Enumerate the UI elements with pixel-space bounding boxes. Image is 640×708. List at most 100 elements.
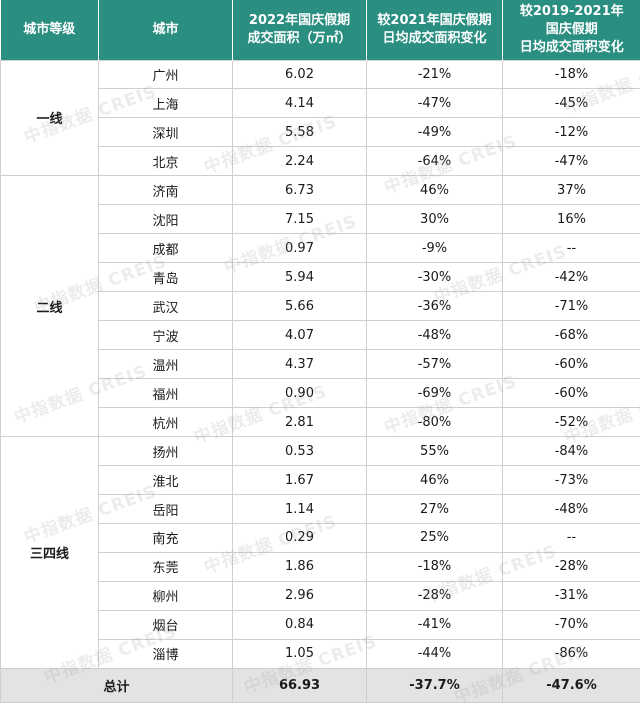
- change-2019-2021-cell: -18%: [503, 60, 640, 89]
- change-2019-2021-cell: -31%: [503, 581, 640, 610]
- area-cell: 5.66: [233, 292, 367, 321]
- tier-cell: 一线: [1, 60, 99, 176]
- area-cell: 0.53: [233, 437, 367, 466]
- city-cell: 青岛: [99, 263, 233, 292]
- header-vs-line2: 国庆假期: [505, 21, 639, 39]
- area-cell: 7.15: [233, 205, 367, 234]
- header-city: 城市: [99, 0, 233, 60]
- city-cell: 淄博: [99, 639, 233, 668]
- area-cell: 4.37: [233, 350, 367, 379]
- tier-cell: 二线: [1, 176, 99, 437]
- header-vs-line1: 较2019-2021年: [505, 3, 639, 21]
- change-2021-cell: -69%: [367, 379, 503, 408]
- area-cell: 2.96: [233, 581, 367, 610]
- area-cell: 4.07: [233, 321, 367, 350]
- area-cell: 2.24: [233, 147, 367, 176]
- city-cell: 成都: [99, 234, 233, 263]
- change-2019-2021-cell: -73%: [503, 466, 640, 495]
- change-2021-cell: -44%: [367, 639, 503, 668]
- change-2021-cell: -9%: [367, 234, 503, 263]
- change-2021-cell: -36%: [367, 292, 503, 321]
- total-area: 66.93: [233, 668, 367, 702]
- change-2021-cell: 55%: [367, 437, 503, 466]
- city-cell: 济南: [99, 176, 233, 205]
- change-2019-2021-cell: -60%: [503, 350, 640, 379]
- change-2019-2021-cell: -68%: [503, 321, 640, 350]
- area-cell: 5.58: [233, 118, 367, 147]
- change-2021-cell: 27%: [367, 495, 503, 524]
- header-area-line1: 2022年国庆假期: [235, 12, 364, 30]
- header-yoy-line2: 日均成交面积变化: [369, 30, 500, 48]
- city-cell: 东莞: [99, 552, 233, 581]
- header-area: 2022年国庆假期 成交面积（万㎡）: [233, 0, 367, 60]
- change-2021-cell: -64%: [367, 147, 503, 176]
- change-2019-2021-cell: -70%: [503, 610, 640, 639]
- city-cell: 杭州: [99, 408, 233, 437]
- change-2019-2021-cell: --: [503, 524, 640, 553]
- city-cell: 上海: [99, 89, 233, 118]
- change-2021-cell: -41%: [367, 610, 503, 639]
- city-cell: 宁波: [99, 321, 233, 350]
- city-cell: 岳阳: [99, 495, 233, 524]
- header-area-line2: 成交面积（万㎡）: [235, 30, 364, 48]
- header-tier: 城市等级: [1, 0, 99, 60]
- change-2019-2021-cell: -42%: [503, 263, 640, 292]
- area-cell: 0.29: [233, 524, 367, 553]
- area-cell: 0.90: [233, 379, 367, 408]
- tier-cell: 三四线: [1, 437, 99, 669]
- change-2021-cell: -28%: [367, 581, 503, 610]
- header-yoy-line1: 较2021年国庆假期: [369, 12, 500, 30]
- city-cell: 温州: [99, 350, 233, 379]
- city-cell: 福州: [99, 379, 233, 408]
- city-cell: 沈阳: [99, 205, 233, 234]
- change-2021-cell: -30%: [367, 263, 503, 292]
- header-yoy-change: 较2021年国庆假期 日均成交面积变化: [367, 0, 503, 60]
- city-cell: 烟台: [99, 610, 233, 639]
- city-cell: 扬州: [99, 437, 233, 466]
- change-2021-cell: 25%: [367, 524, 503, 553]
- change-2019-2021-cell: -71%: [503, 292, 640, 321]
- change-2021-cell: -21%: [367, 60, 503, 89]
- change-2019-2021-cell: -86%: [503, 639, 640, 668]
- city-cell: 柳州: [99, 581, 233, 610]
- change-2019-2021-cell: -84%: [503, 437, 640, 466]
- city-cell: 南充: [99, 524, 233, 553]
- change-2021-cell: 46%: [367, 466, 503, 495]
- change-2019-2021-cell: 16%: [503, 205, 640, 234]
- city-cell: 武汉: [99, 292, 233, 321]
- change-2019-2021-cell: -45%: [503, 89, 640, 118]
- area-cell: 6.02: [233, 60, 367, 89]
- change-2021-cell: -49%: [367, 118, 503, 147]
- change-2019-2021-cell: -12%: [503, 118, 640, 147]
- change-2019-2021-cell: -52%: [503, 408, 640, 437]
- change-2021-cell: -18%: [367, 552, 503, 581]
- change-2019-2021-cell: -47%: [503, 147, 640, 176]
- area-cell: 5.94: [233, 263, 367, 292]
- area-cell: 0.84: [233, 610, 367, 639]
- header-row: 城市等级 城市 2022年国庆假期 成交面积（万㎡） 较2021年国庆假期 日均…: [1, 0, 640, 60]
- city-cell: 北京: [99, 147, 233, 176]
- change-2021-cell: -57%: [367, 350, 503, 379]
- change-2019-2021-cell: --: [503, 234, 640, 263]
- change-2021-cell: 30%: [367, 205, 503, 234]
- area-cell: 0.97: [233, 234, 367, 263]
- area-cell: 6.73: [233, 176, 367, 205]
- city-cell: 淮北: [99, 466, 233, 495]
- area-cell: 4.14: [233, 89, 367, 118]
- area-cell: 1.86: [233, 552, 367, 581]
- change-2021-cell: 46%: [367, 176, 503, 205]
- total-change-2021: -37.7%: [367, 668, 503, 702]
- area-cell: 1.14: [233, 495, 367, 524]
- city-cell: 深圳: [99, 118, 233, 147]
- area-cell: 1.67: [233, 466, 367, 495]
- header-vs-line3: 日均成交面积变化: [505, 39, 639, 57]
- city-cell: 广州: [99, 60, 233, 89]
- total-label: 总计: [1, 668, 233, 702]
- change-2019-2021-cell: -60%: [503, 379, 640, 408]
